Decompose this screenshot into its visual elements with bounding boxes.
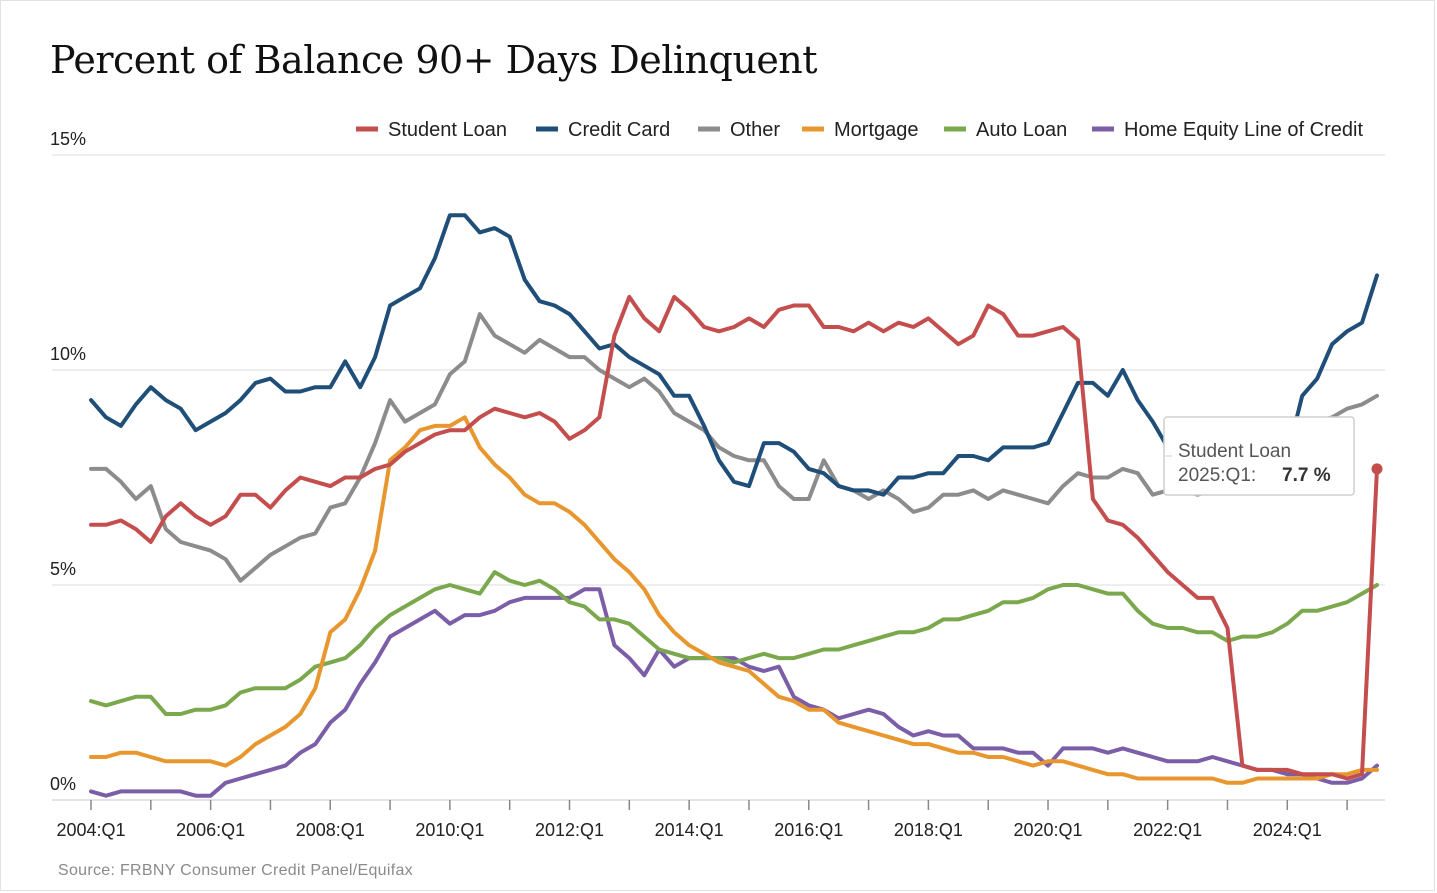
series-line-student-loan (89, 294, 1379, 781)
legend-label: Auto Loan (976, 119, 1067, 141)
tooltip: Student Loan 2025:Q1: 7.7 % (1163, 416, 1355, 496)
x-tick-label: 2010:Q1 (415, 820, 484, 840)
y-axis-ticks: 0% 5% 10% 15% (50, 129, 86, 794)
x-tick-label: 2012:Q1 (535, 820, 604, 840)
x-tick-label: 2008:Q1 (296, 820, 365, 840)
series-lines (89, 213, 1383, 798)
x-tick-label: 2016:Q1 (774, 820, 843, 840)
legend-item[interactable]: Other (698, 119, 780, 141)
x-tick-label: 2006:Q1 (176, 820, 245, 840)
legend-label: Credit Card (568, 119, 670, 141)
chart-title: Percent of Balance 90+ Days Delinquent (50, 38, 818, 82)
x-tick-label: 2020:Q1 (1013, 820, 1082, 840)
tooltip-series-name: Student Loan (1178, 441, 1291, 462)
y-tick-label: 15% (50, 129, 86, 149)
x-tick-label: 2024:Q1 (1253, 820, 1322, 840)
legend-label: Student Loan (388, 119, 507, 141)
grid-lines (52, 154, 1385, 801)
source-note: Source: FRBNY Consumer Credit Panel/Equi… (58, 862, 413, 879)
series-line-credit-card (89, 213, 1379, 497)
legend-label: Home Equity Line of Credit (1124, 119, 1363, 141)
legend: Student Loan Credit Card Other Mortgage Auto… (356, 119, 1363, 141)
legend-item[interactable]: Credit Card (536, 119, 670, 141)
series-line-other (89, 312, 1379, 583)
legend-item[interactable]: Auto Loan (944, 119, 1067, 141)
legend-label: Mortgage (834, 119, 919, 141)
y-tick-label: 0% (50, 774, 76, 794)
legend-item[interactable]: Student Loan (356, 119, 507, 141)
x-tick-label: 2018:Q1 (894, 820, 963, 840)
x-tick-label: 2014:Q1 (655, 820, 724, 840)
x-tick-label: 2022:Q1 (1133, 820, 1202, 840)
x-axis: 2004:Q1 2006:Q1 2008:Q1 2010:Q1 2012:Q1 2014:… (56, 800, 1348, 840)
series-line-mortgage (89, 415, 1379, 785)
legend-item[interactable]: Mortgage (802, 119, 919, 141)
tooltip-x-label: 2025:Q1: (1178, 465, 1256, 486)
series-line-auto-loan (89, 570, 1379, 716)
legend-item[interactable]: Home Equity Line of Credit (1092, 119, 1363, 141)
series-line-home-equity-line-of-credit (89, 587, 1379, 798)
legend-label: Other (730, 119, 780, 141)
y-tick-label: 10% (50, 344, 86, 364)
y-tick-label: 5% (50, 559, 76, 579)
x-tick-label: 2004:Q1 (56, 820, 125, 840)
tooltip-value: 7.7 % (1282, 465, 1331, 486)
student-loan-endpoint-marker (1371, 463, 1383, 475)
